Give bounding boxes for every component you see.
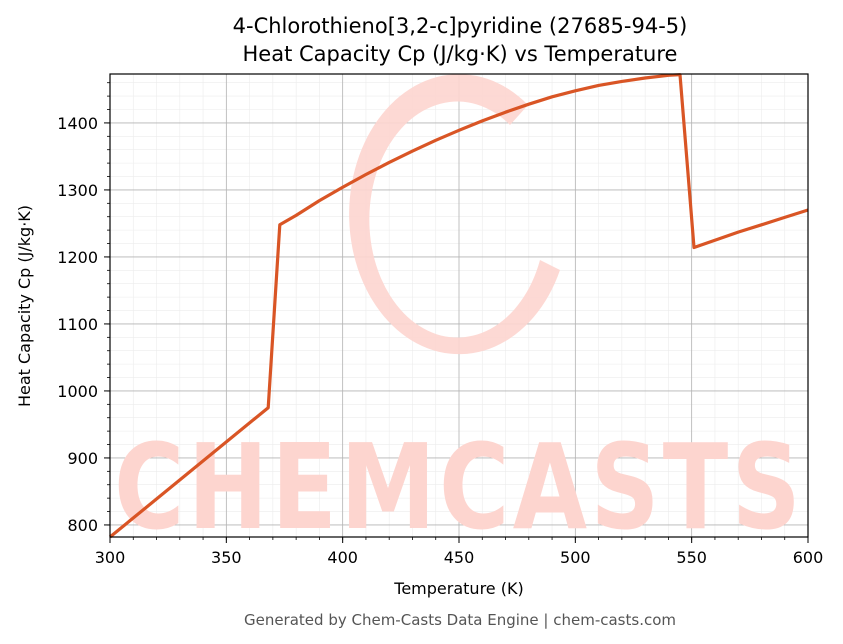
y-tick-label: 1400	[57, 114, 98, 133]
footer-credit: Generated by Chem-Casts Data Engine | ch…	[244, 611, 676, 629]
y-tick-label: 900	[67, 449, 98, 468]
series-line	[108, 73, 809, 539]
x-tick-label: 300	[95, 548, 126, 567]
x-tick-labels: 300 350 400 450 500 550 600	[95, 548, 824, 567]
chart-subtitle: Heat Capacity Cp (J/kg·K) vs Temperature	[243, 42, 678, 66]
y-axis-label: Heat Capacity Cp (J/kg·K)	[15, 205, 34, 407]
x-tick-label: 400	[327, 548, 358, 567]
y-tick-label: 1200	[57, 248, 98, 267]
watermark-text: CHEMCASTS	[114, 418, 804, 556]
x-tick-label: 500	[560, 548, 591, 567]
y-tick-label: 1100	[57, 315, 98, 334]
x-tick-label: 600	[793, 548, 824, 567]
x-axis-label: Temperature (K)	[393, 579, 523, 598]
y-tick-label: 1300	[57, 181, 98, 200]
chart-title: 4-Chlorothieno[3,2-c]pyridine (27685-94-…	[233, 14, 688, 38]
x-tick-label: 550	[676, 548, 707, 567]
x-tick-label: 450	[444, 548, 475, 567]
y-tick-label: 1000	[57, 382, 98, 401]
y-tick-labels: 800 900 1000 1100 1200 1300 1400	[57, 114, 98, 535]
x-tick-label: 350	[211, 548, 242, 567]
axis-ticks	[104, 82, 809, 543]
y-tick-label: 800	[67, 516, 98, 535]
plot-area: CHEMCASTS	[104, 73, 809, 556]
